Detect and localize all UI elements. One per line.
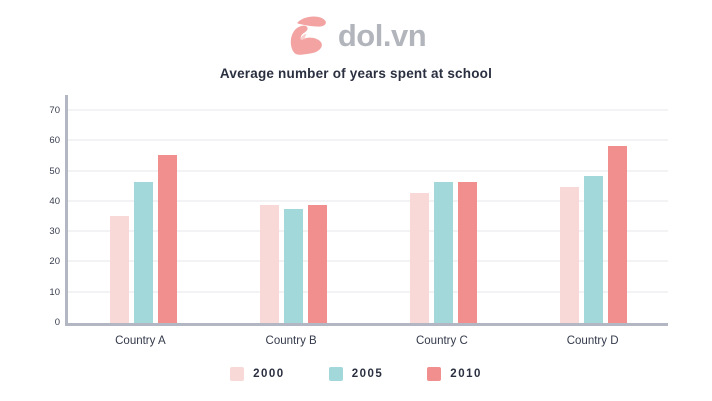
bar-2005-country-d bbox=[583, 176, 603, 323]
legend-swatch-2005 bbox=[328, 367, 343, 381]
x-axis-label-country-d: Country D bbox=[566, 335, 619, 347]
gridline-40 bbox=[68, 200, 668, 202]
bar-2005-country-a bbox=[133, 182, 153, 323]
gridline-50 bbox=[68, 170, 668, 172]
bar-group-country-b bbox=[259, 204, 327, 323]
legend-label-2005: 2005 bbox=[351, 368, 384, 380]
bar-2010-country-c bbox=[457, 182, 477, 323]
bar-2000-country-b bbox=[259, 204, 279, 323]
bar-2010-country-a bbox=[157, 154, 177, 323]
gridline-70 bbox=[68, 109, 668, 111]
x-axis-label-country-b: Country B bbox=[265, 335, 317, 347]
bar-2005-country-c bbox=[433, 182, 453, 323]
y-axis-tick-0: 0 bbox=[54, 316, 60, 328]
bar-2005-country-b bbox=[283, 209, 303, 323]
legend-label-2000: 2000 bbox=[253, 368, 285, 380]
bar-groups bbox=[68, 95, 668, 323]
y-axis-tick-60: 60 bbox=[49, 134, 60, 146]
bar-2010-country-b bbox=[307, 204, 327, 323]
y-axis-tick-30: 30 bbox=[49, 225, 60, 237]
y-axis-tick-70: 70 bbox=[49, 104, 60, 116]
y-axis-tick-10: 10 bbox=[49, 286, 60, 298]
legend-label-2010: 2010 bbox=[450, 368, 482, 380]
y-axis-tick-50: 50 bbox=[49, 165, 60, 177]
x-axis-label-country-a: Country A bbox=[115, 335, 166, 347]
chart-title: Average number of years spent at school bbox=[219, 66, 493, 81]
dol-logo-text: dol.vn bbox=[337, 17, 427, 53]
legend-item-2000: 2000 bbox=[230, 367, 285, 381]
bar-2010-country-d bbox=[607, 145, 627, 323]
legend-item-2010: 2010 bbox=[427, 367, 482, 381]
bar-group-country-c bbox=[409, 182, 477, 323]
x-axis-label-country-c: Country C bbox=[415, 335, 468, 347]
y-axis-tick-20: 20 bbox=[49, 255, 60, 267]
legend-swatch-2010 bbox=[427, 367, 442, 381]
plot-area: 0 10 20 30 40 50 60 70 bbox=[49, 95, 668, 327]
dol-logo-icon bbox=[290, 16, 326, 55]
y-axis-tick-40: 40 bbox=[49, 195, 60, 207]
gridline-60 bbox=[68, 139, 668, 141]
gridline-10 bbox=[68, 291, 668, 293]
x-axis-labels: Country A Country B Country C Country D bbox=[65, 335, 668, 347]
legend: 2000 2005 2010 bbox=[0, 367, 712, 381]
bar-chart: 0 10 20 30 40 50 60 70 Country A Country B Countr… bbox=[49, 95, 668, 347]
bar-group-country-d bbox=[559, 145, 627, 323]
gridline-30 bbox=[68, 230, 668, 232]
bar-2000-country-a bbox=[109, 215, 129, 323]
bar-2000-country-d bbox=[559, 186, 579, 323]
legend-item-2005: 2005 bbox=[328, 367, 384, 381]
gridline-20 bbox=[68, 260, 668, 262]
legend-swatch-2000 bbox=[230, 367, 245, 381]
dol-logo: dol.vn bbox=[0, 0, 712, 60]
bar-2000-country-c bbox=[409, 192, 429, 323]
bar-group-country-a bbox=[109, 154, 177, 323]
